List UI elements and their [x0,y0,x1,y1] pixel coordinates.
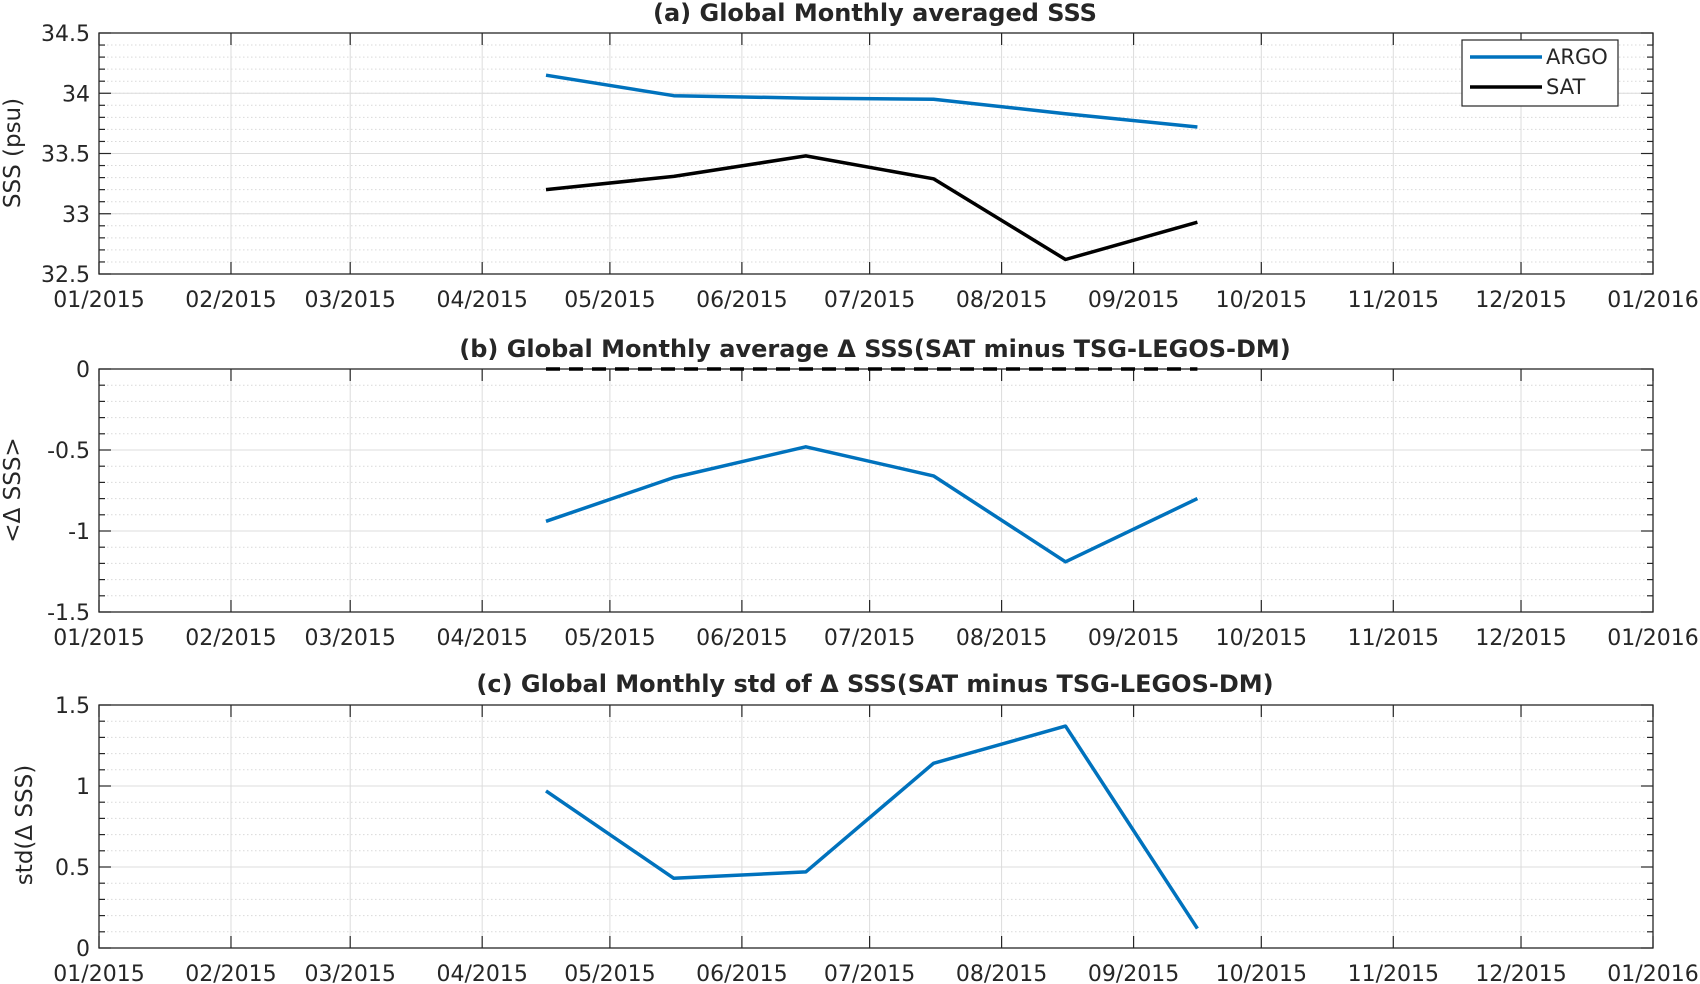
y-tick-label: 0 [76,937,90,962]
x-tick-label: 10/2015 [1216,626,1307,651]
panel-a-ylabel: SSS (psu) [0,98,26,208]
y-tick-label: -1 [68,520,90,545]
y-tick-label: 34.5 [41,22,90,47]
x-tick-label: 02/2015 [185,962,276,984]
panel-c: (c) Global Monthly std of Δ SSS(SAT minu… [12,670,1274,885]
x-tick-label: 04/2015 [436,288,527,313]
y-tick-label: 34 [62,82,90,107]
x-tick-label: 06/2015 [696,962,787,984]
x-tick-label: 08/2015 [956,626,1047,651]
x-tick-label: 12/2015 [1475,288,1566,313]
x-tick-label: 02/2015 [185,626,276,651]
x-tick-label: 09/2015 [1088,962,1179,984]
x-tick-label: 12/2015 [1475,626,1566,651]
x-tick-label: 04/2015 [436,962,527,984]
x-tick-label: 10/2015 [1216,288,1307,313]
x-tick-label: 10/2015 [1216,962,1307,984]
panel-c-title: (c) Global Monthly std of Δ SSS(SAT minu… [476,670,1273,698]
y-tick-label: -1.5 [47,601,90,626]
x-tick-label: 08/2015 [956,288,1047,313]
x-tick-label: 08/2015 [956,962,1047,984]
y-tick-label: 1 [76,775,90,800]
x-tick-label: 01/2016 [1607,962,1698,984]
x-tick-label: 05/2015 [564,626,655,651]
y-tick-label: 0.5 [55,856,90,881]
x-tick-label: 09/2015 [1088,288,1179,313]
x-tick-label: 03/2015 [304,626,395,651]
x-tick-label: 03/2015 [304,288,395,313]
x-tick-label: 02/2015 [185,288,276,313]
x-tick-label: 06/2015 [696,626,787,651]
panel-a: (a) Global Monthly averaged SSS SSS (psu… [0,0,1097,208]
series-line-argo [545,73,1198,129]
legend: ARGO SAT [1461,39,1619,107]
x-tick-label: 01/2015 [53,962,144,984]
axes-box [98,704,1654,949]
series-line-delta-sss [545,724,1199,930]
x-tick-label: 11/2015 [1348,962,1439,984]
x-tick-label: 01/2015 [53,288,144,313]
x-tick-label: 01/2016 [1607,626,1698,651]
x-tick-label: 04/2015 [436,626,527,651]
y-tick-label: 32.5 [41,263,90,288]
y-tick-label: 33.5 [41,143,90,168]
x-tick-label: 01/2016 [1607,288,1698,313]
panel-b-title: (b) Global Monthly average Δ SSS(SAT min… [459,335,1291,363]
x-tick-label: 03/2015 [304,962,395,984]
x-tick-label: 12/2015 [1475,962,1566,984]
x-tick-label: 07/2015 [824,288,915,313]
legend-label-argo: ARGO [1546,45,1608,69]
x-tick-label: 11/2015 [1348,288,1439,313]
panel-c-plot: 0 0.5 1 1.5 01/2015 02/2015 03/2015 04/2015 05/2… [53,694,1698,984]
panel-b-ylabel: <Δ SSS> [0,437,26,542]
x-tick-label: 01/2015 [53,626,144,651]
panel-b-plot: -1.5 -1 -0.5 0 01/2015 02/2015 03/2015 04/2015 0… [47,358,1699,651]
legend-box [1461,39,1619,107]
x-tick-label: 07/2015 [824,962,915,984]
legend-label-sat: SAT [1546,75,1585,99]
y-tick-label: -0.5 [47,439,90,464]
panel-c-ylabel: std(Δ SSS) [12,765,38,885]
x-tick-label: 05/2015 [564,962,655,984]
panel-a-title: (a) Global Monthly averaged SSS [653,0,1097,27]
x-tick-label: 11/2015 [1348,626,1439,651]
y-tick-label: 1.5 [55,694,90,719]
x-tick-label: 05/2015 [564,288,655,313]
y-tick-label: 33 [62,203,90,228]
x-tick-label: 09/2015 [1088,626,1179,651]
y-tick-label: 0 [76,358,90,383]
x-tick-label: 07/2015 [824,626,915,651]
x-tick-label: 06/2015 [696,288,787,313]
series-line-delta-sss [545,445,1199,564]
panel-b: (b) Global Monthly average Δ SSS(SAT min… [0,335,1291,543]
series-line-sat [545,154,1198,262]
panel-a-plot: 32.5 33 33.5 34 34.5 01/2015 02/2015 03/2015 04/… [41,22,1699,313]
